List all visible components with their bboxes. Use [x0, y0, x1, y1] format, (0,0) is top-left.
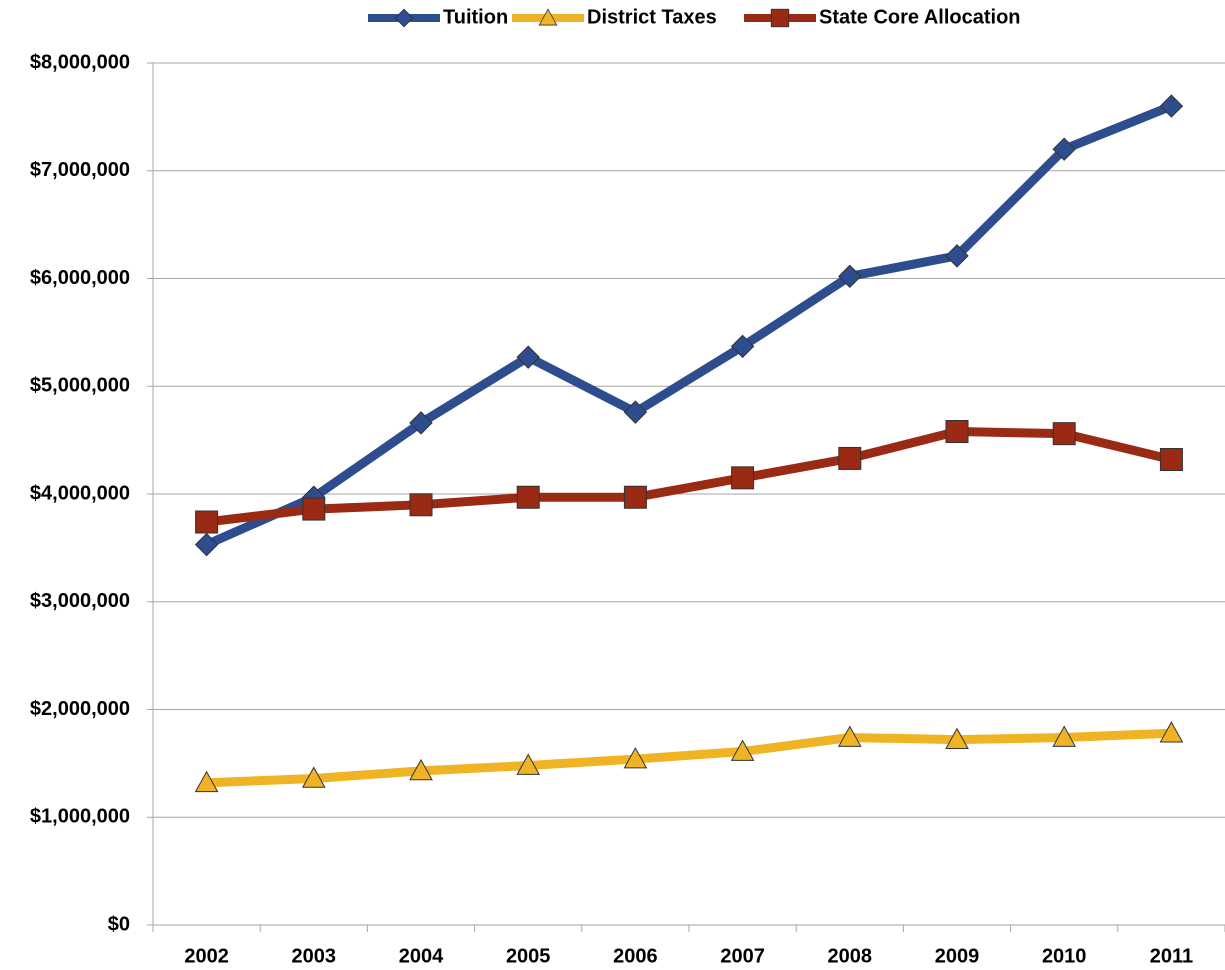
legend-marker [538, 8, 558, 26]
data-point [1159, 721, 1184, 743]
data-point [516, 753, 541, 775]
data-point [730, 334, 755, 359]
x-tick-label: 2008 [828, 945, 873, 967]
series-line [206, 728, 1172, 788]
data-point [945, 420, 969, 444]
data-point [1159, 94, 1184, 118]
data-point [194, 770, 219, 793]
data-point [1052, 422, 1076, 446]
data-point [194, 532, 219, 557]
data-point [409, 411, 433, 435]
data-point [945, 244, 969, 268]
data-point [302, 497, 326, 521]
x-tick-label: 2004 [399, 945, 444, 967]
x-tick-label: 2007 [720, 945, 765, 967]
data-point [623, 400, 648, 424]
legend-marker [394, 8, 414, 28]
series-line [206, 427, 1173, 527]
data-point [623, 747, 648, 769]
x-tick-label: 2002 [184, 945, 229, 967]
y-tick-label: $2,000,000 [30, 698, 130, 720]
data-point [730, 739, 755, 761]
x-tick-label: 2006 [613, 945, 658, 967]
data-point [409, 493, 433, 517]
y-tick-label: $6,000,000 [30, 267, 130, 289]
data-point [731, 466, 755, 490]
data-point [1159, 448, 1183, 472]
legend-label: District Taxes [587, 6, 717, 28]
data-point [838, 264, 862, 289]
data-point [838, 446, 862, 470]
x-tick-label: 2011 [1150, 945, 1193, 967]
y-tick-label: $7,000,000 [30, 159, 130, 181]
data-point [945, 727, 969, 749]
y-tick-label: $4,000,000 [30, 482, 130, 504]
x-tick-label: 2009 [935, 945, 980, 967]
data-point [409, 758, 433, 781]
y-tick-label: $5,000,000 [30, 375, 130, 397]
y-tick-label: $8,000,000 [30, 51, 130, 73]
data-point [623, 485, 647, 509]
data-point [301, 766, 326, 788]
y-tick-label: $3,000,000 [30, 590, 130, 612]
series-line [204, 101, 1174, 549]
data-point [195, 510, 219, 534]
data-point [1052, 137, 1076, 161]
data-point [516, 485, 540, 509]
x-tick-label: 2003 [292, 945, 337, 967]
legend-marker [770, 8, 790, 28]
data-point [837, 725, 862, 747]
data-point [516, 345, 540, 369]
y-tick-label: $1,000,000 [30, 806, 130, 828]
legend-label: State Core Allocation [819, 6, 1021, 28]
x-tick-label: 2005 [506, 945, 551, 967]
y-tick-label: $0 [108, 913, 130, 935]
data-point [1052, 725, 1077, 747]
x-tick-label: 2010 [1042, 945, 1087, 967]
legend-label: Tuition [443, 6, 508, 28]
